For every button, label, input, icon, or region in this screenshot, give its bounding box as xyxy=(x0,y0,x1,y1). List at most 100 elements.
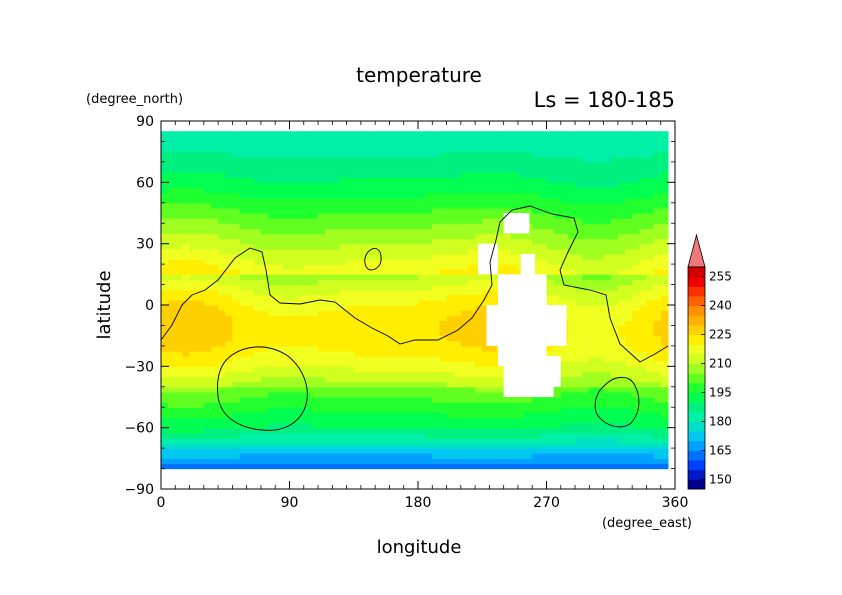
heatmap-cell xyxy=(310,146,319,153)
heatmap-cell xyxy=(182,351,191,357)
heatmap-cell xyxy=(432,151,441,158)
heatmap-cell xyxy=(339,248,348,255)
heatmap-cell xyxy=(303,192,312,199)
heatmap-cell xyxy=(410,279,419,286)
heatmap-cell xyxy=(432,386,441,393)
heatmap-cell xyxy=(396,177,405,183)
heatmap-cell xyxy=(253,238,262,245)
heatmap-cell xyxy=(596,417,605,424)
heatmap-cell xyxy=(467,141,476,148)
heatmap-cell xyxy=(232,161,241,168)
heatmap-cell xyxy=(353,202,362,209)
heatmap-cell xyxy=(368,279,376,286)
heatmap-cell xyxy=(239,381,248,388)
heatmap-cell xyxy=(289,161,298,168)
heatmap-cell xyxy=(168,366,176,373)
heatmap-cell xyxy=(353,391,362,398)
heatmap-cell xyxy=(496,238,505,245)
heatmap-cell xyxy=(303,366,312,373)
heatmap-cell xyxy=(567,294,576,301)
heatmap-cell xyxy=(275,279,283,286)
heatmap-cell xyxy=(303,141,312,148)
heatmap-cell xyxy=(660,325,669,332)
heatmap-cell xyxy=(346,269,355,275)
heatmap-cell xyxy=(603,141,612,148)
heatmap-cell xyxy=(460,218,469,224)
heatmap-cell xyxy=(560,407,569,413)
heatmap-cell xyxy=(318,310,326,316)
heatmap-cell xyxy=(168,177,176,183)
heatmap-cell xyxy=(632,443,640,449)
heatmap-cell xyxy=(453,305,462,311)
heatmap-cell xyxy=(289,345,298,352)
heatmap-cell xyxy=(189,366,198,373)
heatmap-cell xyxy=(310,136,319,143)
heatmap-cell xyxy=(603,391,612,398)
heatmap-cell xyxy=(410,443,419,449)
heatmap-cell xyxy=(260,299,269,306)
heatmap-cell xyxy=(403,259,412,265)
heatmap-cell xyxy=(225,361,233,367)
heatmap-cell xyxy=(439,202,448,209)
heatmap-cell xyxy=(189,146,198,153)
colorbar-extend-arrow xyxy=(687,233,706,268)
heatmap-cell xyxy=(582,305,590,311)
heatmap-cell xyxy=(539,131,548,137)
heatmap-cell xyxy=(196,146,205,153)
heatmap-cell xyxy=(496,197,505,204)
heatmap-cell xyxy=(339,294,348,301)
heatmap-cell xyxy=(596,335,605,342)
heatmap-cell xyxy=(225,218,233,224)
heatmap-cell xyxy=(589,238,598,245)
heatmap-cell xyxy=(232,376,241,383)
heatmap-cell xyxy=(246,437,255,444)
heatmap-cell xyxy=(460,351,469,357)
heatmap-cell xyxy=(260,294,269,301)
heatmap-cell xyxy=(332,284,341,291)
heatmap-cell xyxy=(268,248,276,255)
heatmap-cell xyxy=(389,458,398,465)
heatmap-cell xyxy=(503,453,512,459)
heatmap-cell xyxy=(467,192,476,199)
heatmap-cell xyxy=(496,443,505,449)
heatmap-cell xyxy=(532,243,540,250)
heatmap-cell xyxy=(625,463,633,470)
heatmap-cell xyxy=(332,381,341,388)
heatmap-cell xyxy=(203,391,212,398)
heatmap-cell xyxy=(389,315,398,321)
heatmap-cell xyxy=(560,141,569,148)
heatmap-cell xyxy=(446,458,455,465)
heatmap-cell xyxy=(303,253,312,260)
heatmap-cell xyxy=(282,340,291,347)
heatmap-cell xyxy=(510,412,519,419)
heatmap-cell xyxy=(410,351,419,357)
heatmap-cell xyxy=(553,243,562,250)
heatmap-cell xyxy=(310,248,319,255)
heatmap-cell xyxy=(496,141,505,148)
heatmap-cell xyxy=(253,182,262,189)
heatmap-cell xyxy=(625,422,633,429)
heatmap-cell xyxy=(353,412,362,419)
heatmap-cell xyxy=(646,361,655,367)
heatmap-cell xyxy=(582,202,590,209)
heatmap-cell xyxy=(646,351,655,357)
heatmap-cell xyxy=(303,279,312,286)
heatmap-cell xyxy=(382,335,391,342)
heatmap-cell xyxy=(289,458,298,465)
heatmap-cell xyxy=(432,356,441,362)
heatmap-cell xyxy=(646,417,655,424)
heatmap-cell xyxy=(432,161,441,168)
heatmap-cell xyxy=(575,259,583,265)
heatmap-cell xyxy=(282,131,291,137)
heatmap-cell xyxy=(346,131,355,137)
heatmap-cell xyxy=(575,192,583,199)
heatmap-cell xyxy=(625,213,633,219)
heatmap-cell xyxy=(196,294,205,301)
heatmap-cell xyxy=(196,310,205,316)
heatmap-cell xyxy=(289,351,298,357)
heatmap-cell xyxy=(318,248,326,255)
heatmap-cell xyxy=(232,197,241,204)
heatmap-cell xyxy=(175,228,184,235)
heatmap-cell xyxy=(460,269,469,275)
heatmap-cell xyxy=(189,361,198,367)
